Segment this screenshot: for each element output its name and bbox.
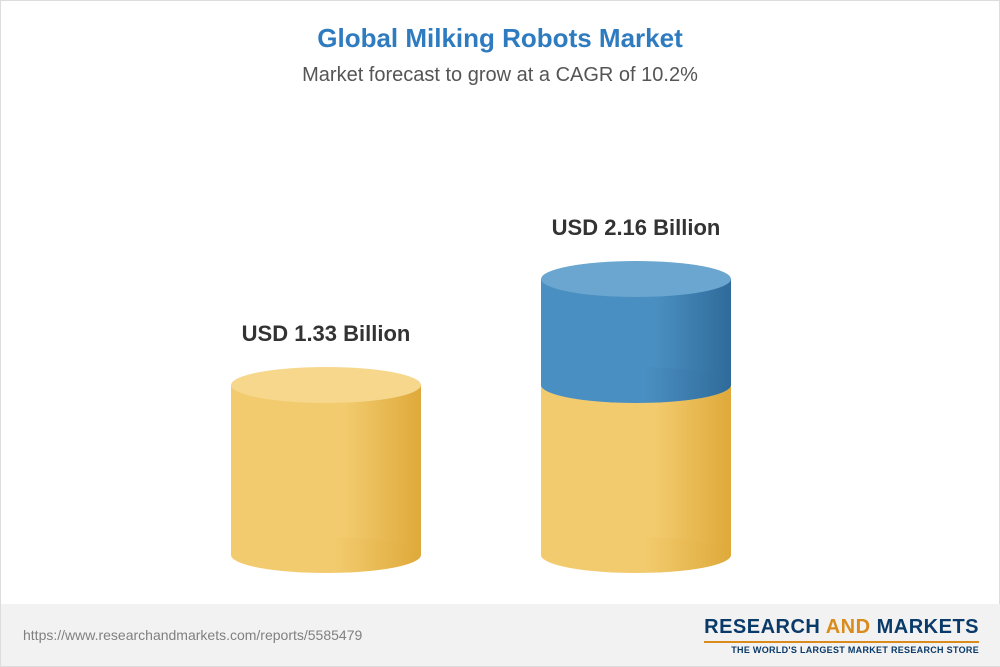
cylinder-segment: [231, 385, 421, 555]
cylinder-shape: [541, 261, 731, 573]
logo-text: RESEARCH AND MARKETS: [704, 616, 979, 639]
cylinder-bottom-ellipse: [541, 537, 731, 573]
logo-word-research: RESEARCH: [704, 616, 820, 638]
cylinder-top-ellipse: [541, 261, 731, 297]
cylinder-bar-2027: USD 2.16 Billion2027: [541, 215, 731, 627]
cylinder-junction-ellipse: [541, 367, 731, 403]
cylinder-bottom-ellipse: [231, 537, 421, 573]
logo-word-and: AND: [826, 616, 871, 638]
chart-title: Global Milking Robots Market: [1, 1, 999, 54]
source-url: https://www.researchandmarkets.com/repor…: [23, 627, 362, 643]
footer-bar: https://www.researchandmarkets.com/repor…: [1, 604, 1000, 666]
cylinder-top-ellipse: [231, 367, 421, 403]
cylinder-segment: [541, 385, 731, 555]
brand-logo: RESEARCH AND MARKETS THE WORLD'S LARGEST…: [704, 616, 979, 655]
cylinder-bar-2022: USD 1.33 Billion2022: [231, 321, 421, 627]
logo-word-markets: MARKETS: [877, 616, 979, 638]
chart-area: USD 1.33 Billion2022USD 2.16 Billion2027: [1, 101, 1000, 581]
chart-subtitle: Market forecast to grow at a CAGR of 10.…: [1, 54, 999, 87]
bar-value-label: USD 2.16 Billion: [541, 215, 731, 241]
cylinder-shape: [231, 367, 421, 573]
logo-tagline: THE WORLD'S LARGEST MARKET RESEARCH STOR…: [704, 641, 979, 655]
bar-value-label: USD 1.33 Billion: [231, 321, 421, 347]
